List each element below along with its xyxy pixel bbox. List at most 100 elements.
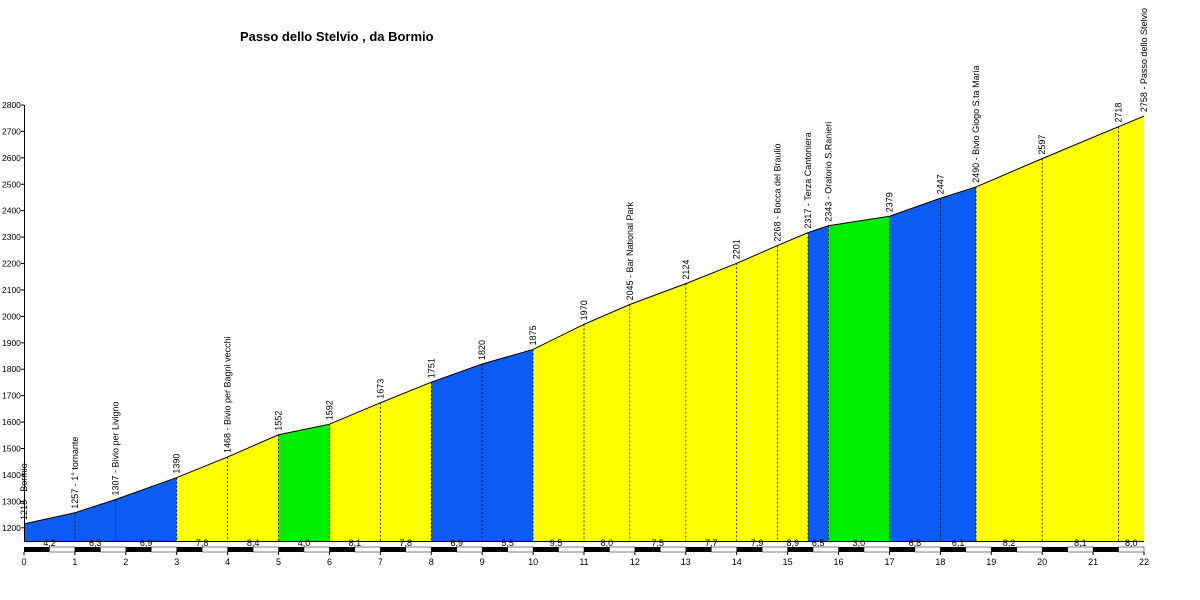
gradient-label: 7,5 (652, 538, 665, 548)
segment-area-5 (533, 232, 808, 541)
y-tick-label: 1600 (2, 417, 21, 427)
km-bar-black (584, 547, 610, 552)
gradient-label: 6,1 (952, 538, 965, 548)
km-bar-black (227, 547, 254, 552)
gradient-label: 8,1 (349, 538, 362, 548)
point-label: 2268 - Bocca del Braulio (772, 144, 782, 242)
x-tick-label: 8 (429, 557, 434, 567)
x-tick-label: 21 (1088, 557, 1098, 567)
x-tick-label: 10 (528, 557, 538, 567)
y-tick-label: 1800 (2, 364, 21, 374)
km-bar-black (787, 547, 814, 552)
y-tick-label: 2600 (2, 153, 21, 163)
gradient-label: 8,4 (247, 538, 260, 548)
x-tick-label: 22 (1139, 557, 1149, 567)
km-bar-black (838, 547, 864, 552)
segment-area-6 (808, 225, 829, 541)
gradient-label: 8,0 (1125, 538, 1138, 548)
km-bar-black (380, 547, 406, 552)
x-tick-label: 20 (1037, 557, 1047, 567)
point-label: 2201 (732, 239, 742, 259)
km-bar-white (1016, 546, 1043, 553)
profile-line (23, 115, 1145, 525)
chart-title: Passo dello Stelvio , da Bormio (240, 29, 434, 44)
km-bar-black (74, 547, 101, 552)
x-tick-label: 18 (935, 557, 945, 567)
km-bar-black (278, 547, 304, 552)
point-label: 1257 - 1° tornante (70, 437, 80, 509)
point-label: 1751 (426, 358, 436, 378)
km-bar-black (940, 547, 966, 552)
y-tick-label: 2500 (2, 179, 21, 189)
x-tick-label: 1 (72, 557, 77, 567)
segment-area-0 (24, 477, 177, 541)
x-tick-label: 11 (579, 557, 588, 567)
x-tick-label: 6 (327, 557, 332, 567)
y-tick-label: 2100 (2, 285, 21, 295)
segment-area-9 (976, 116, 1144, 542)
y-tick-label: 2000 (2, 311, 21, 321)
gradient-label: 8,0 (601, 538, 614, 548)
km-bar-white (863, 546, 890, 553)
x-tick-label: 5 (276, 557, 281, 567)
point-label: 2343 - Oratorio S.Ranieri (823, 122, 833, 222)
x-tick-label: 2 (123, 557, 128, 567)
point-label: 2758 - Passo dello Stelvio (1139, 8, 1149, 112)
km-bar-black (329, 547, 355, 552)
x-tick-label: 17 (884, 557, 894, 567)
point-label: 2597 (1037, 135, 1047, 155)
y-tick-label: 2400 (2, 206, 21, 216)
km-bar-black (125, 547, 152, 552)
gradient-label: 5,5 (501, 538, 514, 548)
x-tick-label: 4 (225, 557, 230, 567)
point-label: 2317 - Terza Cantoniera (803, 132, 813, 228)
km-bar-white (609, 546, 636, 553)
segment-area-8 (889, 186, 976, 541)
x-tick-label: 9 (480, 557, 485, 567)
km-dividers (74, 126, 1119, 541)
km-bar-black (431, 547, 457, 552)
point-label: 2447 (935, 174, 945, 194)
gradient-label: 6,9 (450, 538, 463, 548)
km-bar-white (558, 546, 585, 553)
point-label: 1875 (528, 325, 538, 345)
gradient-label: 8,2 (1003, 538, 1016, 548)
y-tick-label: 2700 (2, 126, 21, 136)
y-tick-label: 2800 (2, 100, 21, 110)
y-tick-label: 1500 (2, 444, 21, 454)
segment-area-1 (176, 434, 279, 541)
gradient-label: 7,9 (751, 538, 764, 548)
km-bar-black (685, 547, 712, 552)
km-bar-white (812, 546, 839, 553)
km-bar-black (634, 547, 661, 552)
segment-area-7 (828, 216, 890, 541)
km-bar-black (482, 547, 508, 552)
km-bar-black (176, 547, 203, 552)
gradient-label: 6,8 (909, 538, 922, 548)
point-label: 1468 - Bivio per Bagni vecchi (223, 336, 233, 453)
x-tick-label: 7 (378, 557, 383, 567)
y-tick-label: 1300 (2, 496, 21, 506)
point-label: 1970 (579, 300, 589, 320)
km-bar-black (1042, 547, 1068, 552)
y-tick-label: 1700 (2, 391, 21, 401)
km-bar-white (660, 546, 687, 553)
segment-area-3 (329, 382, 432, 541)
km-bar-white (965, 546, 992, 553)
km-bar-black (1093, 547, 1119, 552)
x-tick-label: 19 (986, 557, 996, 567)
x-tick-label: 16 (834, 557, 844, 567)
gradient-labels: 4,2 6,3 6,9 7,8 8,4 4,0 8,1 7,8 6,9 5,5 9,5 8,0 7,5 7… (43, 538, 1137, 548)
km-bar-white (1118, 546, 1145, 553)
point-label: 1552 (274, 411, 284, 431)
y-tick-label: 1200 (2, 523, 21, 533)
km-bar-black (24, 547, 50, 552)
x-tick-label: 12 (630, 557, 640, 567)
y-tick-label: 2200 (2, 259, 21, 269)
gradient-label: 9,5 (550, 538, 563, 548)
km-scale-bar (24, 541, 1145, 553)
point-label: 2379 (884, 192, 894, 212)
y-axis: 2800 2700 2600 2500 2400 2300 2200 2100 2000 1900… (2, 100, 25, 541)
x-tick-label: 15 (783, 557, 793, 567)
